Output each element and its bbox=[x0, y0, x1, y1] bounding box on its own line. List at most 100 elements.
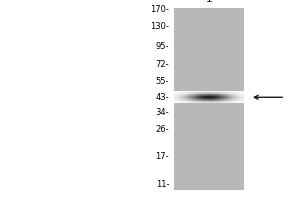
Bar bbox=[184, 101, 185, 102]
Bar bbox=[206, 94, 207, 95]
Bar bbox=[196, 97, 197, 98]
Bar bbox=[228, 101, 229, 102]
Bar bbox=[236, 102, 237, 103]
Bar bbox=[173, 8, 244, 190]
Bar bbox=[182, 91, 183, 92]
Bar bbox=[199, 101, 200, 102]
Bar bbox=[177, 96, 178, 97]
Bar bbox=[239, 93, 240, 94]
Bar bbox=[242, 97, 243, 98]
Bar bbox=[211, 101, 212, 102]
Bar bbox=[238, 97, 239, 98]
Bar bbox=[187, 101, 188, 102]
Bar bbox=[209, 102, 210, 103]
Bar bbox=[207, 99, 208, 100]
Bar bbox=[197, 99, 198, 100]
Bar bbox=[223, 94, 224, 95]
Bar bbox=[192, 95, 193, 96]
Bar bbox=[174, 102, 175, 103]
Bar bbox=[209, 98, 210, 99]
Bar bbox=[231, 102, 232, 103]
Bar bbox=[208, 92, 209, 93]
Bar bbox=[178, 94, 179, 95]
Bar bbox=[179, 101, 180, 102]
Bar bbox=[173, 99, 174, 100]
Bar bbox=[206, 98, 207, 99]
Bar bbox=[202, 98, 203, 99]
Bar bbox=[189, 94, 190, 95]
Bar bbox=[205, 94, 206, 95]
Bar bbox=[203, 97, 204, 98]
Bar bbox=[180, 98, 181, 99]
Bar bbox=[238, 94, 239, 95]
Bar bbox=[175, 100, 176, 101]
Bar bbox=[238, 102, 239, 103]
Bar bbox=[211, 92, 212, 93]
Bar bbox=[226, 93, 227, 94]
Bar bbox=[193, 101, 194, 102]
Bar bbox=[208, 100, 209, 101]
Bar bbox=[195, 101, 196, 102]
Bar bbox=[211, 97, 212, 98]
Bar bbox=[228, 95, 229, 96]
Bar bbox=[195, 97, 196, 98]
Bar bbox=[219, 101, 220, 102]
Bar bbox=[223, 97, 224, 98]
Bar bbox=[239, 102, 240, 103]
Bar bbox=[204, 97, 205, 98]
Bar bbox=[205, 91, 206, 92]
Bar bbox=[208, 97, 209, 98]
Bar bbox=[224, 97, 225, 98]
Bar bbox=[198, 92, 199, 93]
Bar bbox=[176, 100, 177, 101]
Bar bbox=[194, 93, 195, 94]
Bar bbox=[241, 102, 242, 103]
Bar bbox=[233, 93, 234, 94]
Bar bbox=[200, 96, 201, 97]
Bar bbox=[212, 97, 213, 98]
Bar bbox=[209, 99, 210, 100]
Bar bbox=[227, 93, 228, 94]
Bar bbox=[232, 91, 233, 92]
Bar bbox=[234, 102, 235, 103]
Bar bbox=[210, 94, 211, 95]
Bar bbox=[231, 97, 232, 98]
Bar bbox=[235, 99, 236, 100]
Bar bbox=[182, 92, 183, 93]
Bar bbox=[191, 102, 192, 103]
Bar bbox=[201, 95, 202, 96]
Bar bbox=[190, 97, 191, 98]
Bar bbox=[180, 93, 181, 94]
Bar bbox=[231, 100, 232, 101]
Bar bbox=[229, 91, 230, 92]
Bar bbox=[181, 100, 182, 101]
Text: 11-: 11- bbox=[156, 180, 169, 189]
Bar bbox=[196, 95, 197, 96]
Bar bbox=[175, 96, 176, 97]
Bar bbox=[173, 98, 174, 99]
Bar bbox=[174, 100, 175, 101]
Bar bbox=[202, 102, 203, 103]
Bar bbox=[211, 98, 212, 99]
Bar bbox=[183, 101, 184, 102]
Bar bbox=[188, 92, 189, 93]
Bar bbox=[243, 99, 244, 100]
Bar bbox=[189, 99, 190, 100]
Bar bbox=[195, 91, 196, 92]
Bar bbox=[180, 102, 181, 103]
Bar bbox=[189, 102, 190, 103]
Bar bbox=[176, 91, 177, 92]
Bar bbox=[240, 91, 241, 92]
Bar bbox=[183, 94, 184, 95]
Bar bbox=[237, 98, 238, 99]
Bar bbox=[242, 100, 243, 101]
Bar bbox=[225, 92, 226, 93]
Text: 72-: 72- bbox=[155, 60, 169, 69]
Bar bbox=[196, 91, 197, 92]
Bar bbox=[205, 102, 206, 103]
Bar bbox=[193, 96, 194, 97]
Bar bbox=[190, 95, 191, 96]
Bar bbox=[207, 95, 208, 96]
Bar bbox=[221, 94, 222, 95]
Bar bbox=[229, 92, 230, 93]
